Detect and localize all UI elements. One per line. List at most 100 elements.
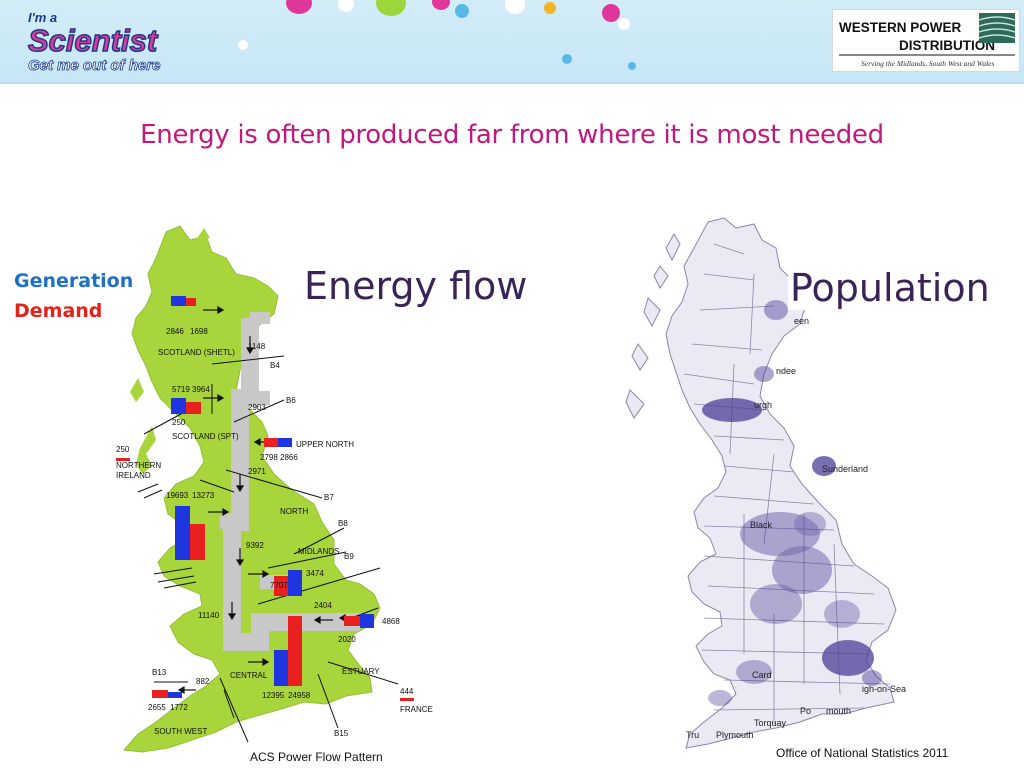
bar-demand xyxy=(400,698,414,701)
place-label: Po xyxy=(800,706,811,716)
bar-demand xyxy=(344,616,360,626)
zone-dem-value: 1772 xyxy=(170,703,188,712)
decor-dot xyxy=(505,0,525,14)
interconnector-name: IRELAND xyxy=(116,471,151,480)
bar-generation xyxy=(360,614,374,628)
bar-demand xyxy=(264,438,278,447)
bar-demand xyxy=(186,298,196,306)
interconnector-value: 444 xyxy=(400,687,414,696)
energy-flow-map: 2846 1698 SCOTLAND (SHETL) 5719 3964 250… xyxy=(116,225,433,753)
arrow-right-icon xyxy=(222,507,230,517)
bar-generation xyxy=(278,438,292,447)
zone-name: SCOTLAND (SPT) xyxy=(172,432,239,441)
bar-generation xyxy=(274,650,288,686)
place-label: igh-on-Sea xyxy=(862,684,906,694)
zone-name: SOUTH WEST xyxy=(154,727,207,736)
zone-dem-value: 7707 xyxy=(270,581,288,590)
arrow-down-icon xyxy=(245,347,255,355)
slide-title: Energy is often produced far from where … xyxy=(140,120,884,150)
arrow-down-icon xyxy=(235,559,245,567)
population-heading: Population xyxy=(788,266,998,310)
place-label: Tru xyxy=(686,730,699,740)
zone-name: CENTRAL xyxy=(230,671,268,680)
arrow-left-icon xyxy=(253,437,261,447)
zone-name: MIDLANDS xyxy=(298,547,339,556)
zone-bars xyxy=(116,296,414,701)
decor-dot xyxy=(376,0,406,16)
zone-gen-value: 12395 xyxy=(262,691,285,700)
im-a-scientist-logo: I'm a Scientist Get me out of here xyxy=(27,10,161,74)
bar-demand xyxy=(152,690,168,698)
wpd-tagline: Serving the Midlands, South West and Wal… xyxy=(861,59,994,68)
zone-dem-value: 3964 xyxy=(192,385,210,394)
zone-name: ESTUARY xyxy=(342,667,380,676)
boundary-lines xyxy=(137,355,399,743)
zone-dem-value: 1698 xyxy=(190,327,208,336)
decor-dot xyxy=(618,18,630,30)
zone-dem-value: 13273 xyxy=(192,491,215,500)
arrow-right-icon xyxy=(217,305,225,315)
zone-name: SCOTLAND (SHETL) xyxy=(158,348,235,357)
decor-dot xyxy=(286,0,312,14)
decor-dot xyxy=(562,54,572,64)
legend-generation: Generation xyxy=(14,270,134,292)
boundary-label: B6 xyxy=(286,396,296,405)
place-label: Torquay xyxy=(754,718,787,728)
bar-generation xyxy=(171,398,186,414)
boundary-value: 11140 xyxy=(198,611,220,620)
zone-dem-value: 24958 xyxy=(288,691,311,700)
zone-gen-value: 2655 xyxy=(148,703,166,712)
energy-flow-heading: Energy flow xyxy=(304,264,528,308)
logo-line1: I'm a xyxy=(28,10,57,25)
arrow-right-icon xyxy=(262,657,270,667)
place-label: een xyxy=(794,316,809,326)
arrow-down-icon xyxy=(235,485,245,493)
wpd-line1: WESTERN POWER xyxy=(839,20,962,35)
boundary-value: 2903 xyxy=(248,403,266,412)
arrow-right-icon xyxy=(262,569,270,579)
boundary-value: 882 xyxy=(196,677,210,686)
boundary-value: 2971 xyxy=(248,467,266,476)
decor-dot xyxy=(338,0,354,12)
place-label: Card xyxy=(752,670,772,680)
bar-generation xyxy=(171,296,186,306)
zone-gen-value: 19693 xyxy=(166,491,189,500)
place-label: mouth xyxy=(826,706,851,716)
logo-line3: Get me out of here xyxy=(28,57,161,74)
decor-dot xyxy=(455,4,469,18)
boundary-value: 1148 xyxy=(248,342,266,351)
interconnector-value: 250 xyxy=(116,445,130,454)
wpd-flag-icon xyxy=(978,13,1016,43)
decor-dot xyxy=(602,4,620,22)
zone-dem-value: 2866 xyxy=(280,453,298,462)
interconnector-name: FRANCE xyxy=(400,705,433,714)
bar-demand xyxy=(116,458,130,461)
boundary-label: B9 xyxy=(344,552,354,561)
wpd-line2: DISTRIBUTION xyxy=(899,38,995,53)
population-source-caption: Office of National Statistics 2011 xyxy=(776,746,949,760)
zone-gen-value: 2846 xyxy=(166,327,184,336)
decor-dot xyxy=(238,40,248,50)
boundary-label: B15 xyxy=(334,729,349,738)
boundary-label: B7 xyxy=(324,493,334,502)
dense-population-areas xyxy=(702,300,882,706)
boundary-value: 2020 xyxy=(338,635,356,644)
place-label: Plymouth xyxy=(716,730,754,740)
decor-dot xyxy=(544,2,556,14)
header-banner: I'm a Scientist Get me out of here WESTE… xyxy=(0,0,1024,84)
boundary-value: 9392 xyxy=(246,541,264,550)
boundary-label: B8 xyxy=(338,519,348,528)
bar-demand xyxy=(288,616,302,686)
zone-name: NORTH xyxy=(280,507,309,516)
zone-gen-value: 4868 xyxy=(382,617,400,626)
zone-gen-value: 3474 xyxy=(306,569,324,578)
arrow-left-icon xyxy=(177,685,185,695)
decor-dot xyxy=(628,62,636,70)
boundary-label: B13 xyxy=(152,668,167,677)
boundary-label: B4 xyxy=(270,361,280,370)
bar-demand xyxy=(190,524,205,560)
place-label: Sunderland xyxy=(822,464,868,474)
arrow-left-icon xyxy=(313,615,321,625)
arrow-right-icon xyxy=(217,393,225,403)
legend-demand: Demand xyxy=(14,300,103,322)
